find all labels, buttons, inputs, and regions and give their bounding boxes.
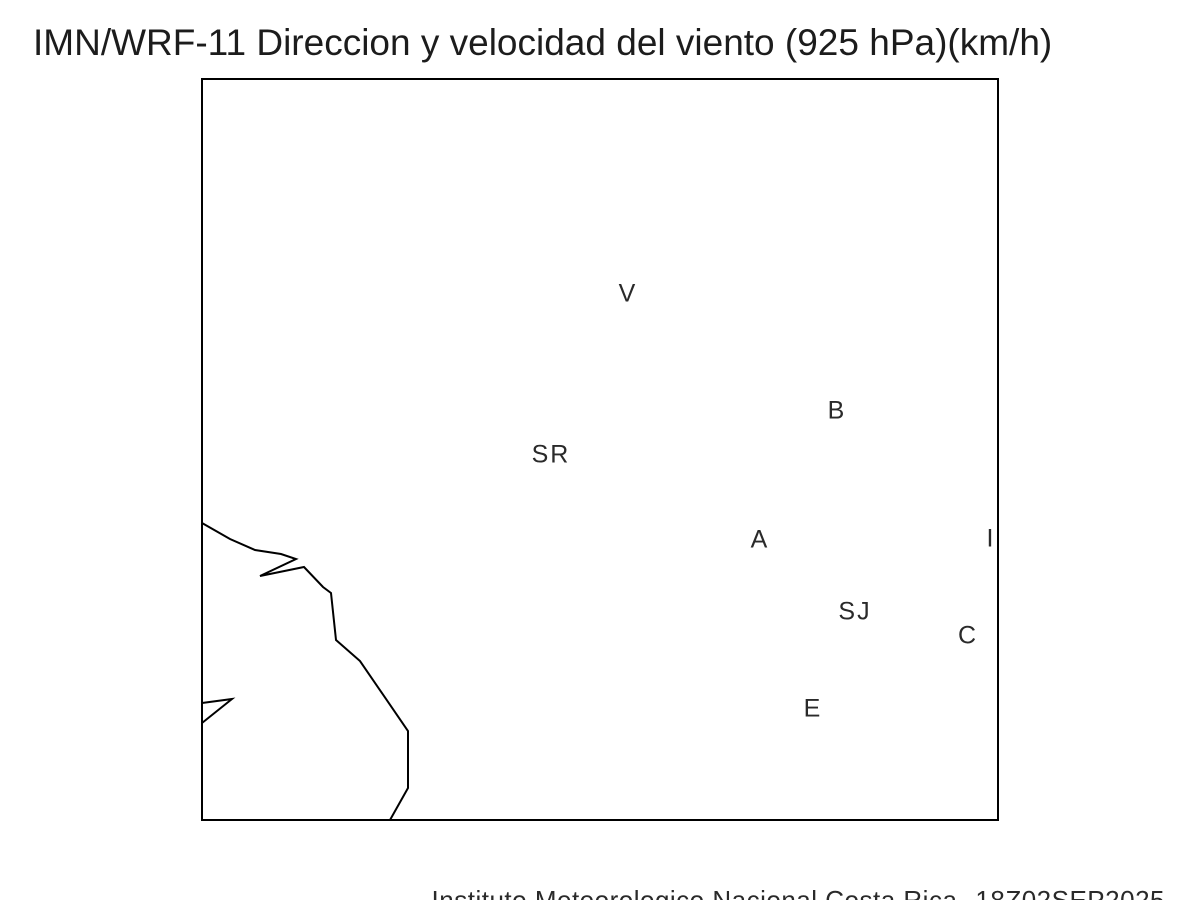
chart-title: IMN/WRF-11 Direccion y velocidad del vie… [33,22,1053,63]
footer-credit: Instituto Meteorologico Nacional Costa R… [401,854,1165,900]
coastline-path-1 [201,697,236,724]
footer-timestamp: 18Z02SEP2025 [975,885,1165,900]
coastline-path-0 [201,522,409,821]
footer-institution: Instituto Meteorologico Nacional Costa R… [431,885,958,900]
plot-frame [201,78,999,821]
